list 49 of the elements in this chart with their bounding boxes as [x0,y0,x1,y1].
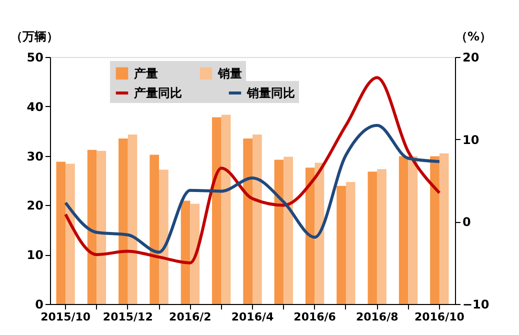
x-tick-label: 2016/8 [356,310,398,324]
bar [243,138,252,304]
line-series [64,124,441,254]
y-tick-label: 30 [26,149,44,164]
bar [346,182,356,304]
bar [96,150,106,304]
bar [180,200,190,304]
legend-label: 产量 [133,66,158,80]
y2-tick-label: −10 [462,298,490,312]
y2-tick-label: 10 [462,132,480,147]
bar [56,162,66,304]
bar [118,138,128,304]
bar [284,156,293,304]
bar [128,134,138,304]
bar [368,172,378,304]
bar [190,204,200,304]
y-tick-label: 40 [26,100,44,114]
legend-label: 销量 [217,66,242,80]
bar [305,168,315,304]
x-tick-label: 2016/2 [169,310,212,324]
x-tick-label: 2015/10 [40,310,91,324]
bar [439,153,449,304]
y-tick-label: 0 [35,298,44,312]
y-tick-label: 50 [26,50,44,64]
x-tick-label: 2015/12 [102,310,153,324]
bar [212,117,222,304]
bar [221,114,231,304]
y2-tick-label: 20 [462,50,480,64]
y-tick-label: 10 [26,248,44,262]
y2-tick-label: 0 [462,215,471,230]
bar [252,134,262,304]
y-tick-label: 20 [26,198,44,213]
bar [66,164,75,304]
bar [150,154,160,304]
x-tick-label: 2016/4 [231,310,274,324]
bar [336,186,346,304]
bar [398,156,408,304]
bar [274,160,284,304]
bar [159,170,168,304]
legend-label: 销量同比 [246,86,295,100]
bar [408,156,418,304]
bar [377,169,386,304]
y2-axis-title: （%） [456,30,492,44]
legend-label: 产量同比 [133,86,182,100]
y-axis-title: （万辆） [10,30,58,44]
bar [430,156,440,304]
bar [87,150,97,304]
x-tick-label: 2016/10 [414,310,465,324]
x-tick-label: 2016/6 [294,310,336,324]
